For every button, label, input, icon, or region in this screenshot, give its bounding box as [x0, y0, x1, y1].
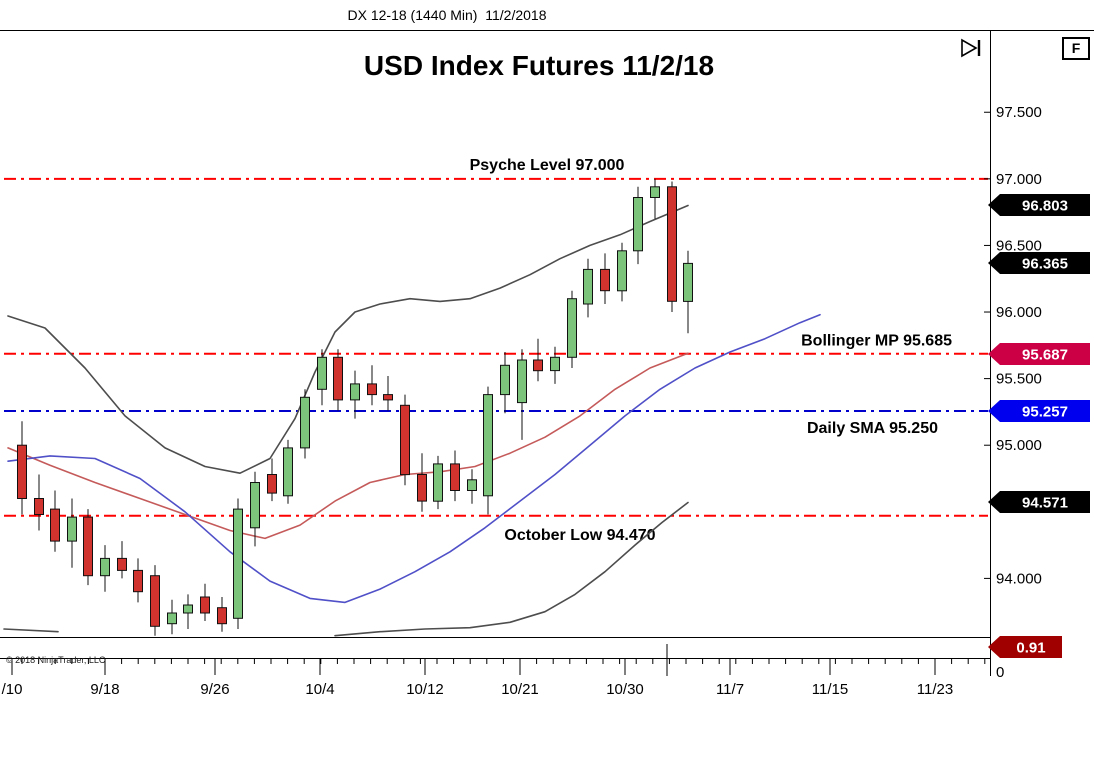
go-to-end-button[interactable]	[958, 36, 986, 60]
candlestick	[217, 607, 227, 625]
daily-sma-line	[7, 313, 821, 604]
price-tag	[988, 491, 1090, 513]
annotation-label: October Low 94.470	[504, 527, 655, 544]
candlestick	[83, 516, 93, 577]
price-axis-label: 96.000	[996, 304, 1042, 321]
date-label: 9/18	[90, 681, 119, 698]
candlestick	[250, 482, 260, 529]
candlestick	[617, 250, 627, 292]
candlestick	[117, 557, 127, 571]
chart-title: USD Index Futures 11/2/18	[363, 50, 715, 81]
candlestick	[317, 356, 327, 390]
candlestick	[350, 383, 360, 401]
candlestick	[417, 474, 427, 502]
candlestick	[267, 474, 277, 494]
price-tag-label: 0.91	[1016, 640, 1045, 657]
candlestick	[300, 396, 310, 449]
candlestick	[50, 508, 60, 542]
candlestick	[500, 364, 510, 396]
annotation-label: Bollinger MP 95.685	[801, 333, 952, 350]
indicator-value-tag	[988, 636, 1062, 658]
price-tag-label: 96.365	[1022, 256, 1068, 273]
candlestick	[583, 268, 593, 305]
candlestick	[633, 197, 643, 252]
date-label: 10/12	[406, 681, 444, 698]
candlestick	[67, 516, 77, 542]
date-label: 10/4	[305, 681, 334, 698]
price-tag-label: 94.571	[1022, 495, 1068, 512]
candlestick	[150, 575, 160, 627]
price-axis-label: 95.500	[996, 371, 1042, 388]
price-axis-label: 96.500	[996, 237, 1042, 254]
price-tag-label: 96.803	[1022, 198, 1068, 215]
candlestick	[283, 447, 293, 497]
date-label: 10/30	[606, 681, 644, 698]
indicator-zero-label: 0	[996, 664, 1004, 681]
candlestick	[550, 356, 560, 372]
price-axis-label: 97.000	[996, 171, 1042, 188]
candlestick	[600, 268, 610, 292]
candlestick	[433, 463, 443, 502]
annotation-label: Daily SMA 95.250	[807, 420, 938, 437]
window-title: DX 12-18 (1440 Min) 11/2/2018	[347, 7, 547, 23]
price-tag	[988, 252, 1090, 274]
candlestick	[450, 463, 460, 491]
annotation-label: Psyche Level 97.000	[470, 157, 625, 174]
candlestick	[650, 186, 660, 199]
candlestick	[233, 508, 243, 619]
bollinger-middle-band	[7, 352, 689, 540]
candlestick	[517, 359, 527, 404]
candlestick	[100, 557, 110, 577]
candlestick	[400, 404, 410, 476]
candlestick	[34, 498, 44, 515]
date-label: 9/26	[200, 681, 229, 698]
candlestick	[183, 604, 193, 614]
candlestick	[333, 356, 343, 401]
price-axis-label: 94.000	[996, 570, 1042, 587]
play-to-end-icon	[961, 38, 981, 58]
f-key-button[interactable]: F	[1062, 37, 1090, 60]
copyright-label: © 2018 NinjaTrader, LLC	[6, 655, 106, 665]
date-label: /10	[2, 681, 23, 698]
candlestick	[567, 298, 577, 358]
candlestick	[683, 262, 693, 302]
price-tag-label: 95.687	[1022, 347, 1068, 364]
price-tag	[988, 400, 1090, 422]
bollinger-lower-band-left	[3, 628, 59, 633]
candlestick	[667, 186, 677, 302]
candlestick	[133, 569, 143, 593]
price-axis-label: 97.500	[996, 104, 1042, 121]
price-tag-label: 95.257	[1022, 404, 1068, 421]
candlestick	[467, 479, 477, 491]
candlestick	[17, 444, 27, 500]
bollinger-lower-band	[334, 501, 689, 637]
bollinger-upper-band	[7, 204, 689, 475]
date-label: 11/7	[716, 681, 744, 698]
price-tag	[988, 343, 1090, 365]
date-label: 11/23	[917, 681, 953, 698]
candlestick	[200, 596, 210, 614]
candlestick	[483, 394, 493, 497]
price-axis-label: 95.000	[996, 437, 1042, 454]
date-label: 11/15	[812, 681, 848, 698]
date-label: 10/21	[501, 681, 539, 698]
price-tag	[988, 194, 1090, 216]
candlestick	[367, 383, 377, 396]
candlestick	[383, 394, 393, 401]
candlestick	[167, 612, 177, 625]
candlestick	[533, 359, 543, 372]
